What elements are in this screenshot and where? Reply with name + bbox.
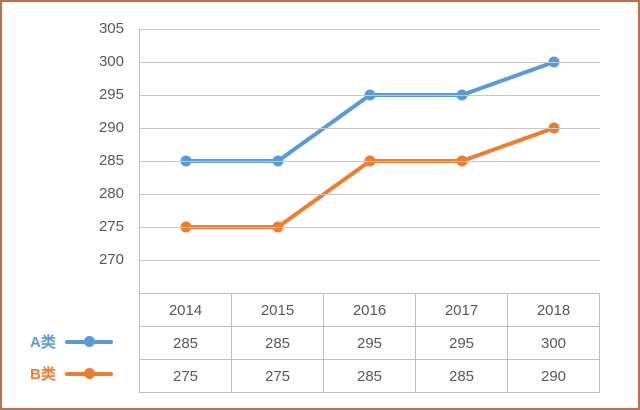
gridline	[140, 95, 600, 96]
y-axis-tick-label: 300	[98, 53, 124, 70]
table-cell: 300	[507, 326, 600, 360]
table-cell: 285	[231, 326, 324, 360]
y-axis-tick-label: 295	[98, 86, 124, 103]
table-cell: 295	[415, 326, 508, 360]
legend-label: B类	[30, 365, 56, 383]
gridline	[140, 62, 600, 63]
table-row: 285 285 295 295 300	[139, 326, 600, 360]
table-header-cell: 2015	[231, 293, 324, 327]
legend: A类 B类	[2, 293, 139, 389]
table-cell: 275	[139, 359, 232, 393]
y-axis-tick-label: 280	[98, 185, 124, 202]
y-axis-tick-label: 270	[98, 251, 124, 268]
legend-line-marker-icon	[64, 335, 113, 347]
data-table: 2014 2015 2016 2017 2018 285 285 295 295 300 275 27…	[139, 293, 600, 393]
table-cell: 285	[415, 359, 508, 393]
table-header-row: 2014 2015 2016 2017 2018	[139, 293, 600, 327]
legend-dot-icon	[83, 335, 95, 347]
y-axis-tick-label: 305	[98, 20, 124, 37]
table-cell: 275	[231, 359, 324, 393]
y-axis: 270 275 280 285 290 295 300 305	[72, 2, 124, 302]
legend-label: A类	[30, 333, 56, 351]
legend-line-marker-icon	[64, 367, 113, 379]
legend-item: B类	[30, 357, 130, 389]
table-header-cell: 2016	[323, 293, 416, 327]
y-axis-tick-label: 275	[98, 218, 124, 235]
y-axis-tick-label: 290	[98, 119, 124, 136]
series-line-b	[186, 126, 555, 229]
table-cell: 290	[507, 359, 600, 393]
table-header-cell: 2018	[507, 293, 600, 327]
gridline	[140, 260, 600, 261]
legend-item: A类	[30, 325, 130, 357]
gridline	[140, 227, 600, 228]
legend-dot-icon	[83, 367, 95, 379]
table-header-cell: 2014	[139, 293, 232, 327]
table-row: 275 275 285 285 290	[139, 359, 600, 393]
plot-area	[139, 29, 600, 293]
gridline	[140, 29, 600, 30]
gridline	[140, 194, 600, 195]
gridline	[140, 128, 600, 129]
table-cell: 285	[323, 359, 416, 393]
table-cell: 295	[323, 326, 416, 360]
table-cell: 285	[139, 326, 232, 360]
table-header-cell: 2017	[415, 293, 508, 327]
gridline	[140, 161, 600, 162]
y-axis-tick-label: 285	[98, 152, 124, 169]
